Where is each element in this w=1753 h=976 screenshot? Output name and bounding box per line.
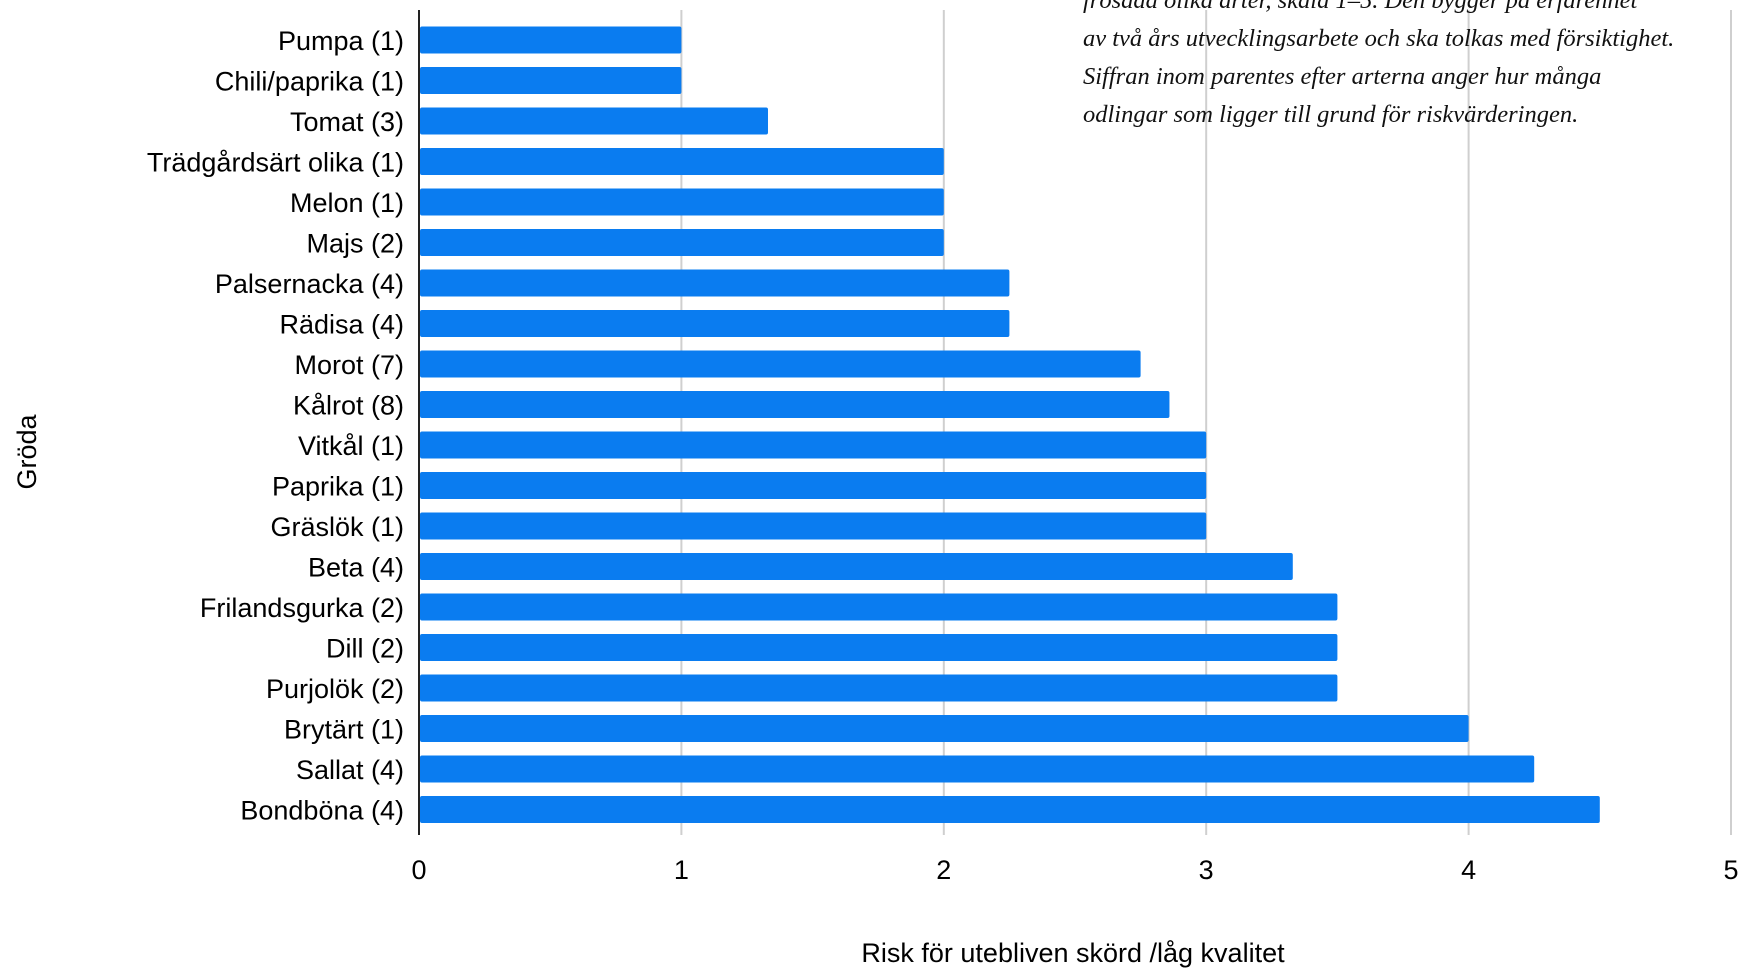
bar [420,391,1170,418]
bar [420,269,1010,297]
category-label: Sallat (4) [296,755,404,785]
bar [420,634,1338,661]
category-label: Paprika (1) [272,472,404,502]
bar [420,107,768,135]
x-tick-label: 3 [1199,855,1214,885]
x-axis-title: Risk för utebliven skörd /låg kvalitet [861,938,1285,968]
x-tick-labels: 0 1 2 3 4 5 [411,855,1738,885]
category-label: Dill (2) [326,634,404,664]
x-tick-label: 1 [674,855,689,885]
category-label: Brytärt (1) [284,715,404,745]
y-axis-title: Gröda [12,413,42,489]
category-label: Frilandsgurka (2) [200,593,404,623]
x-tick-label: 5 [1723,855,1738,885]
bar [420,310,1010,337]
category-label: Palsernacka (4) [215,269,404,299]
category-labels: Pumpa (1) Chili/paprika (1) Tomat (3) Trädg… [147,26,404,826]
bar [420,148,944,175]
category-label: Kålrot (8) [293,391,404,421]
bar [420,553,1293,580]
annotation-line: frösådd olika arter, skala 1–5. Den bygg… [1083,0,1638,14]
annotation-line: odlingar som ligger till grund för riskv… [1083,101,1579,128]
bar [420,188,944,216]
bar [420,67,682,94]
category-label: Rädisa (4) [279,310,404,340]
category-label: Vitkål (1) [298,431,404,461]
category-label: Majs (2) [306,229,404,259]
annotation-text: frösådd olika arter, skala 1–5. Den bygg… [1083,0,1753,134]
category-label: Gräslök (1) [270,512,404,542]
bar [420,472,1207,499]
x-tick-label: 0 [411,855,426,885]
bar [420,796,1600,823]
annotation-line: Siffran inom parentes efter arterna ange… [1083,63,1602,90]
bar [420,431,1207,459]
bar [420,755,1535,783]
bars [420,26,1600,823]
x-tick-label: 4 [1461,855,1476,885]
category-label: Trädgårdsärt olika (1) [147,148,404,178]
category-label: Morot (7) [294,350,404,380]
bar [420,350,1141,378]
bar [420,26,682,54]
bar [420,229,944,256]
x-tick-label: 2 [936,855,951,885]
category-label: Chili/paprika (1) [215,67,404,97]
category-label: Bondböna (4) [240,796,404,826]
bar [420,593,1338,621]
bar [420,674,1338,702]
annotation-line: av två års utvecklingsarbete och ska tol… [1083,25,1675,52]
category-label: Melon (1) [290,188,404,218]
category-label: Beta (4) [308,553,404,583]
category-label: Purjolök (2) [266,674,404,704]
bar [420,512,1207,540]
category-label: Tomat (3) [290,107,404,137]
category-label: Pumpa (1) [278,26,404,56]
bar [420,715,1469,742]
